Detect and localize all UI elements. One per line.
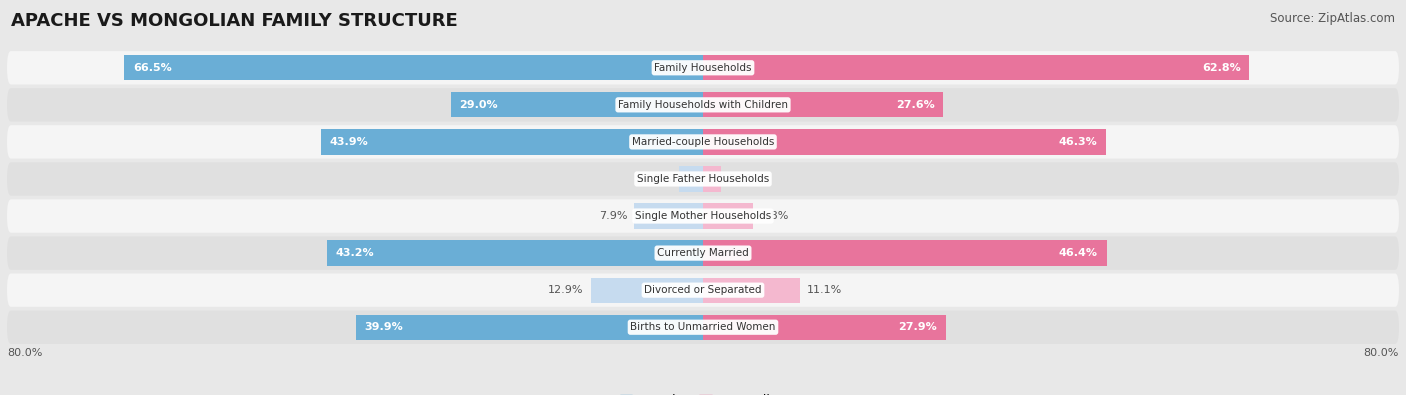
Text: 46.3%: 46.3% <box>1059 137 1097 147</box>
Bar <box>703 203 754 229</box>
Text: Married-couple Households: Married-couple Households <box>631 137 775 147</box>
Bar <box>451 92 703 117</box>
Bar <box>703 241 1107 266</box>
Text: 66.5%: 66.5% <box>134 63 172 73</box>
Bar <box>703 278 800 303</box>
Bar <box>703 166 721 192</box>
Bar <box>703 129 1105 154</box>
FancyBboxPatch shape <box>7 310 1399 344</box>
FancyBboxPatch shape <box>7 199 1399 233</box>
Text: Single Mother Households: Single Mother Households <box>636 211 770 221</box>
Text: Family Households: Family Households <box>654 63 752 73</box>
FancyBboxPatch shape <box>7 125 1399 158</box>
Text: 43.2%: 43.2% <box>336 248 374 258</box>
Text: Source: ZipAtlas.com: Source: ZipAtlas.com <box>1270 12 1395 25</box>
FancyBboxPatch shape <box>7 88 1399 122</box>
FancyBboxPatch shape <box>7 51 1399 85</box>
Text: 7.9%: 7.9% <box>599 211 627 221</box>
Text: 62.8%: 62.8% <box>1202 63 1240 73</box>
Text: APACHE VS MONGOLIAN FAMILY STRUCTURE: APACHE VS MONGOLIAN FAMILY STRUCTURE <box>11 12 458 30</box>
Bar <box>321 129 703 154</box>
Bar <box>703 55 1250 81</box>
Text: Family Households with Children: Family Households with Children <box>619 100 787 110</box>
Bar <box>328 241 703 266</box>
FancyBboxPatch shape <box>7 162 1399 196</box>
Text: Single Father Households: Single Father Households <box>637 174 769 184</box>
Text: Divorced or Separated: Divorced or Separated <box>644 285 762 295</box>
Text: 29.0%: 29.0% <box>460 100 498 110</box>
Text: Currently Married: Currently Married <box>657 248 749 258</box>
Bar <box>679 166 703 192</box>
Text: 12.9%: 12.9% <box>548 285 583 295</box>
Text: 27.6%: 27.6% <box>896 100 935 110</box>
Bar <box>591 278 703 303</box>
Text: Births to Unmarried Women: Births to Unmarried Women <box>630 322 776 332</box>
Legend: Apache, Mongolian: Apache, Mongolian <box>620 394 786 395</box>
Bar <box>125 55 703 81</box>
Text: 11.1%: 11.1% <box>807 285 842 295</box>
FancyBboxPatch shape <box>7 273 1399 307</box>
Text: 2.1%: 2.1% <box>728 174 756 184</box>
Text: 43.9%: 43.9% <box>330 137 368 147</box>
Text: 46.4%: 46.4% <box>1059 248 1098 258</box>
Text: 2.8%: 2.8% <box>643 174 672 184</box>
Text: 27.9%: 27.9% <box>898 322 936 332</box>
Bar <box>356 314 703 340</box>
Text: 80.0%: 80.0% <box>7 348 42 357</box>
Bar <box>703 92 943 117</box>
Text: 80.0%: 80.0% <box>1364 348 1399 357</box>
FancyBboxPatch shape <box>7 237 1399 270</box>
Bar <box>703 314 946 340</box>
Text: 39.9%: 39.9% <box>364 322 404 332</box>
Text: 5.8%: 5.8% <box>761 211 789 221</box>
Bar <box>634 203 703 229</box>
